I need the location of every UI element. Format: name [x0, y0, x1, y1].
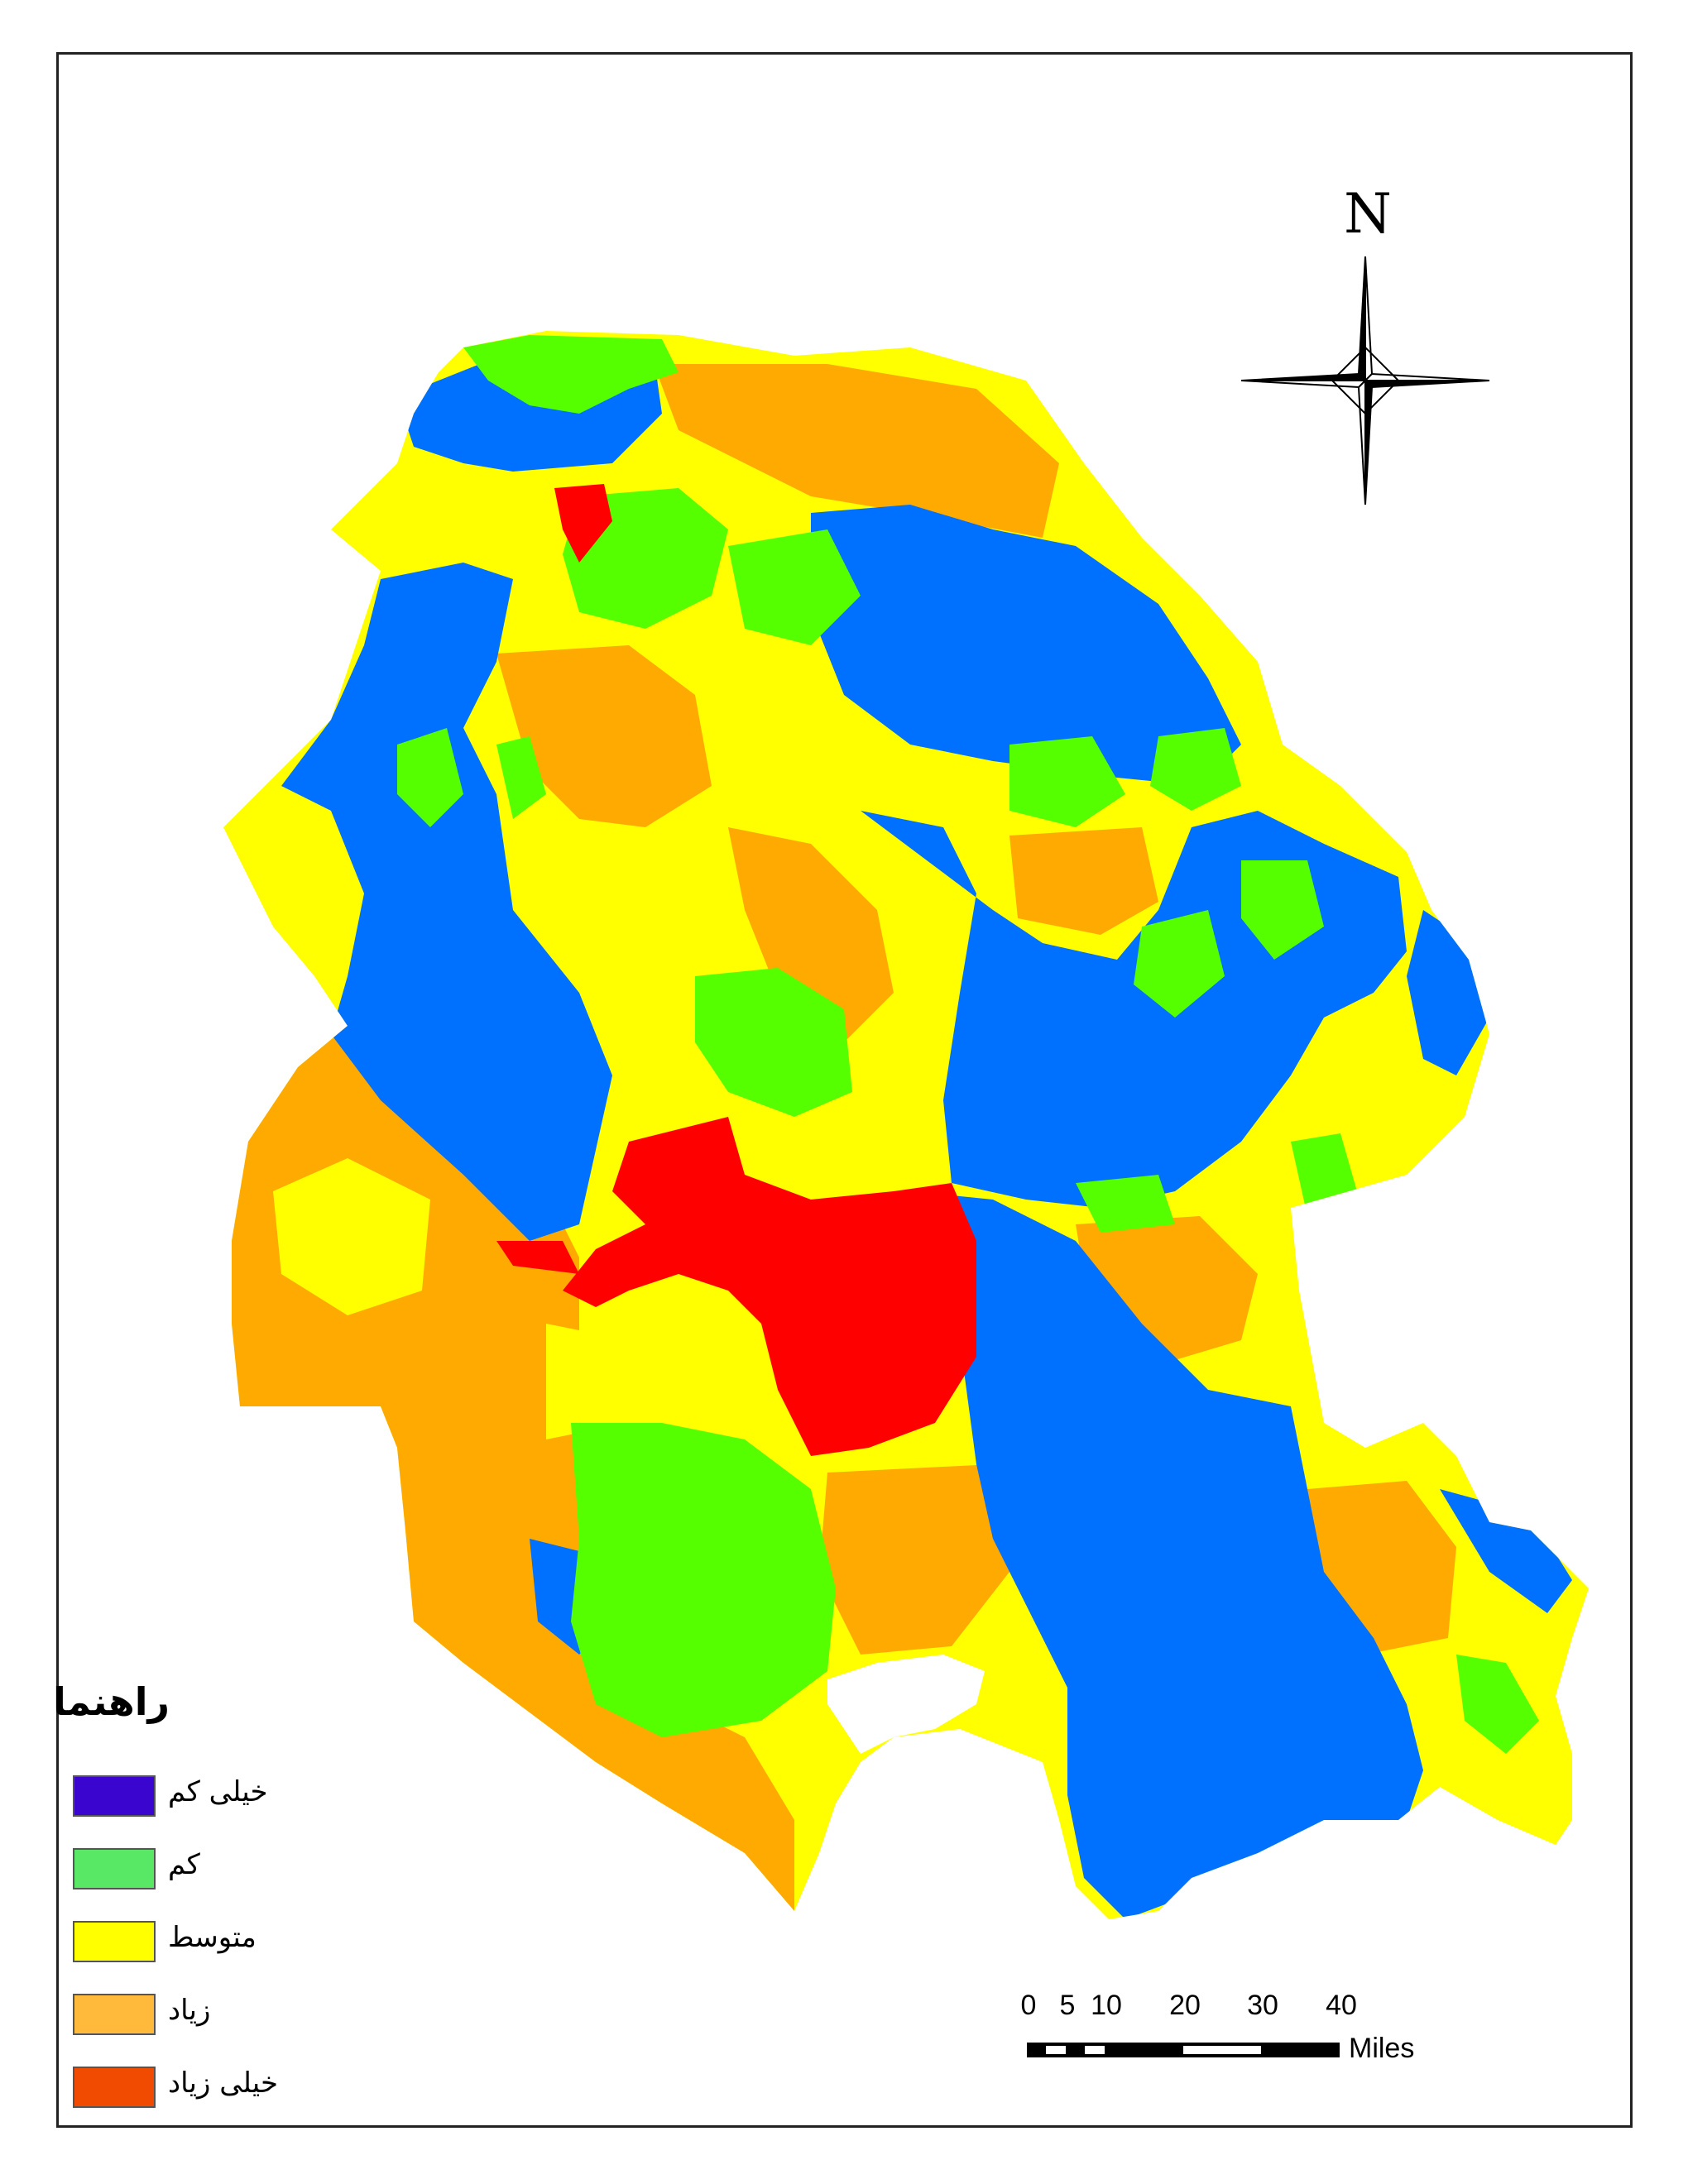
legend-item-very-high: خیلی زیاد — [70, 2062, 335, 2111]
scale-unit: Miles — [1349, 2033, 1415, 2064]
legend-label: کم — [168, 1848, 200, 1881]
legend-swatch — [73, 1775, 156, 1817]
legend-swatch — [73, 1994, 156, 2035]
legend-label: زیاد — [168, 1994, 211, 2027]
legend-swatch — [73, 1848, 156, 1889]
legend-item-very-low: خیلی کم — [70, 1770, 335, 1820]
scale-bar: 0 5 10 20 30 40 Miles — [1009, 1990, 1440, 2089]
legend-title: راهنما — [52, 1679, 170, 1724]
north-label: N — [1344, 182, 1392, 246]
north-arrow-icon — [1240, 256, 1490, 505]
scale-tick-label: 10 — [1091, 1990, 1122, 2021]
scale-tick-label: 5 — [1059, 1990, 1076, 2021]
map-frame — [56, 52, 1633, 2128]
scale-tick-label: 40 — [1326, 1990, 1357, 2021]
legend-label: متوسط — [168, 1921, 257, 1954]
scale-tick-label: 0 — [1020, 1990, 1037, 2021]
legend-item-high: زیاد — [70, 1989, 335, 2038]
scale-tick-label: 20 — [1169, 1990, 1201, 2021]
legend-item-medium: متوسط — [70, 1916, 335, 1966]
legend-label: خیلی کم — [168, 1775, 268, 1808]
legend-swatch — [73, 2067, 156, 2108]
scale-bar-graphic — [1027, 2043, 1340, 2057]
legend-label: خیلی زیاد — [168, 2067, 279, 2100]
scale-tick-label: 30 — [1247, 1990, 1278, 2021]
legend-swatch — [73, 1921, 156, 1962]
legend-item-low: کم — [70, 1843, 335, 1893]
